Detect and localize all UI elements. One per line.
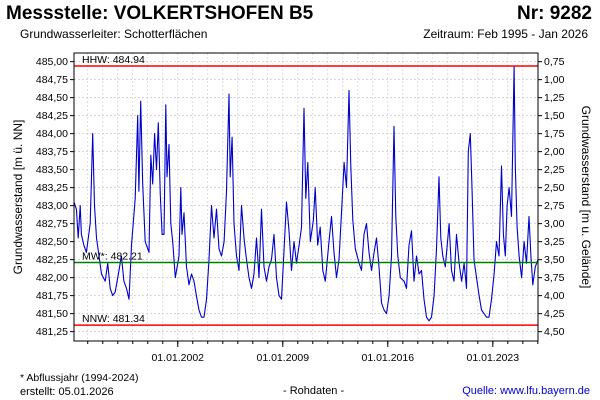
y-tick-label: 484,75 (36, 74, 68, 86)
y2-tick-label: 2,75 (544, 200, 565, 212)
y-tick-label: 482,50 (36, 236, 68, 248)
reference-line-label: MW*: 482.21 (82, 251, 143, 263)
y-tick-label: 482,00 (36, 272, 68, 284)
y-axis-title: Grundwasserstand [m ü. NN] (11, 120, 25, 275)
grid-layer (74, 53, 539, 341)
y-tick-label: 485,00 (36, 56, 68, 68)
y-tick-label: 481,25 (36, 326, 68, 338)
y2-tick-label: 2,25 (544, 164, 565, 176)
y2-tick-label: 4,00 (544, 290, 565, 302)
source-link[interactable]: Quelle: www.lfu.bayern.de (462, 385, 590, 397)
y2-tick-label: 4,25 (544, 308, 565, 320)
y2-tick-label: 3,00 (544, 218, 565, 230)
y2-axis-title: Grundwasserstand [m u. Gelände] (579, 106, 593, 289)
y-tick-label: 484,00 (36, 128, 68, 140)
y2-tick-label: 3,75 (544, 272, 565, 284)
axis-layer: 485,00 484,75 484,50 484,25 484,00 483,75 483,… (11, 56, 593, 364)
period-label: Zeitraum: Feb 1995 - Jan 2026 (423, 27, 588, 41)
y2-tick-label: 1,75 (544, 128, 565, 140)
y2-tick-label: 1,25 (544, 92, 565, 104)
y-tick-label: 483,00 (36, 200, 68, 212)
y2-tick-label: 2,00 (544, 146, 565, 158)
y2-tick-label: 1,00 (544, 74, 565, 86)
y-tick-label: 483,75 (36, 146, 68, 158)
raw-data-label: - Rohdaten - (283, 385, 345, 397)
station-number: Nr: 9282 (517, 3, 592, 24)
y2-tick-label: 0,75 (544, 56, 565, 68)
x-tick-label: 01.01.2009 (257, 352, 310, 364)
y-tick-label: 484,25 (36, 110, 68, 122)
y-tick-label: 482,75 (36, 218, 68, 230)
plot-frame (73, 52, 539, 342)
y2-tick-label: 1,50 (544, 110, 565, 122)
aquifer-label: Grundwasserleiter: Schotterflächen (20, 27, 208, 41)
reference-line-label: NNW: 481.34 (82, 313, 145, 325)
footnote: * Abflussjahr (1994-2024) (20, 372, 139, 384)
created-date: erstellt: 05.01.2026 (20, 386, 114, 398)
x-tick-label: 01.01.2002 (151, 352, 204, 364)
y-tick-label: 484,50 (36, 92, 68, 104)
y2-tick-label: 3,25 (544, 236, 565, 248)
reference-lines-layer: HHW: 484.94 MW*: 482.21 NNW: 481.34 (74, 54, 538, 326)
y-tick-label: 483,25 (36, 182, 68, 194)
y2-tick-label: 3,50 (544, 254, 565, 266)
y2-tick-label: 2,50 (544, 182, 565, 194)
y-tick-label: 482,25 (36, 254, 68, 266)
series-layer (73, 65, 539, 322)
y-tick-label: 483,50 (36, 164, 68, 176)
reference-line-label: HHW: 484.94 (82, 54, 145, 66)
y-tick-label: 481,50 (36, 308, 68, 320)
y-tick-label: 481,75 (36, 290, 68, 302)
x-tick-label: 01.01.2016 (362, 352, 415, 364)
x-tick-label: 01.01.2023 (467, 352, 520, 364)
y2-tick-label: 4,50 (544, 326, 565, 338)
series-line (73, 65, 539, 322)
station-title: Messstelle: VOLKERTSHOFEN B5 (6, 3, 314, 24)
